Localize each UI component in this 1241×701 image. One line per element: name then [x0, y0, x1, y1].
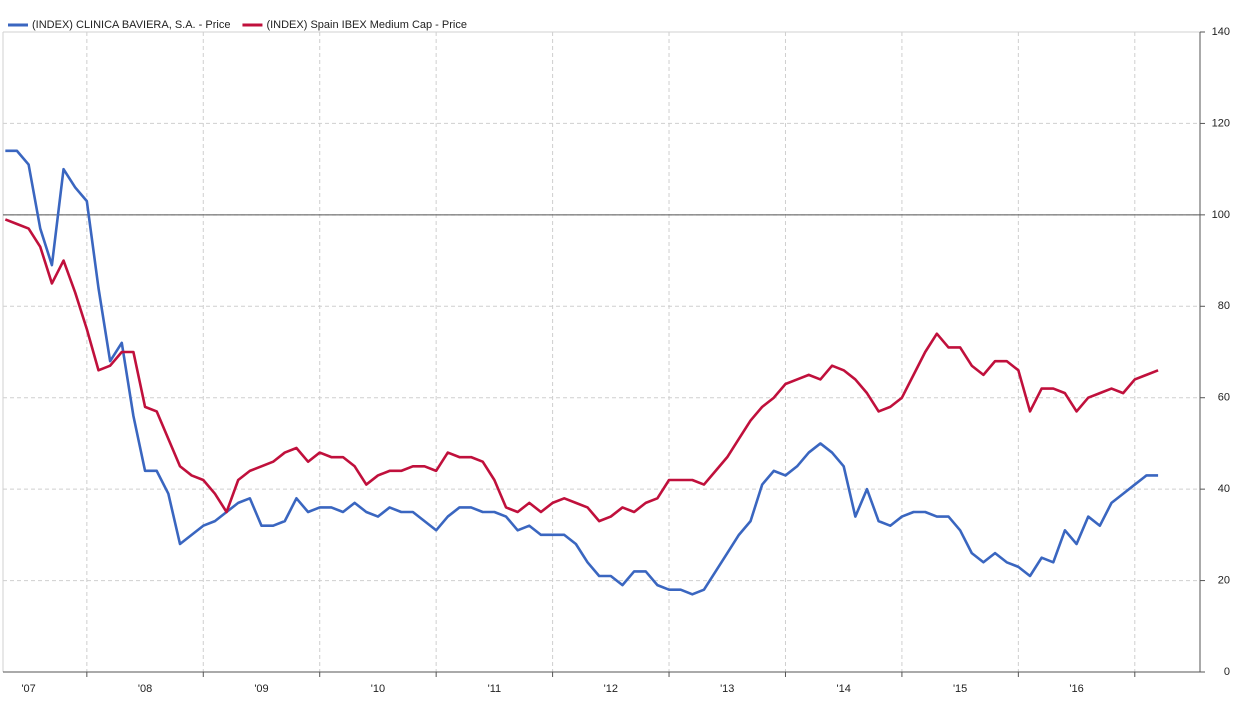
y-tick-label: 40: [1218, 483, 1230, 495]
marks: [4, 149, 1159, 596]
legend-label: (INDEX) Spain IBEX Medium Cap - Price: [266, 19, 467, 31]
y-tick-label: 20: [1218, 574, 1230, 586]
x-tick-label: '08: [138, 683, 152, 695]
x-tick-label: '16: [1069, 683, 1083, 695]
y-tick-label: 100: [1212, 209, 1230, 221]
x-tick-label: '10: [371, 683, 385, 695]
x-tick-label: '14: [837, 683, 851, 695]
x-tick-label: '15: [953, 683, 967, 695]
grid: 0 20 40 60 80 100 120 140 '07 '08 '09 '10 '11 '12 '13 '…: [2, 26, 1230, 695]
y-tick-label: 0: [1224, 666, 1230, 678]
x-tick-label: '09: [254, 683, 268, 695]
y-tick-label: 140: [1212, 26, 1230, 38]
x-tick-label: '13: [720, 683, 734, 695]
x-tick-label: '07: [21, 683, 35, 695]
y-tick-label: 80: [1218, 300, 1230, 312]
legend-label: (INDEX) CLINICA BAVIERA, S.A. - Price: [32, 19, 230, 31]
x-tick-label: '12: [604, 683, 618, 695]
series-line: [4, 218, 1159, 523]
series-line: [5, 149, 1159, 596]
y-tick-label: 60: [1218, 392, 1230, 404]
x-tick-label: '11: [488, 683, 502, 695]
legend: (INDEX) CLINICA BAVIERA, S.A. - Price (IN…: [8, 19, 467, 31]
y-tick-label: 120: [1212, 117, 1230, 129]
